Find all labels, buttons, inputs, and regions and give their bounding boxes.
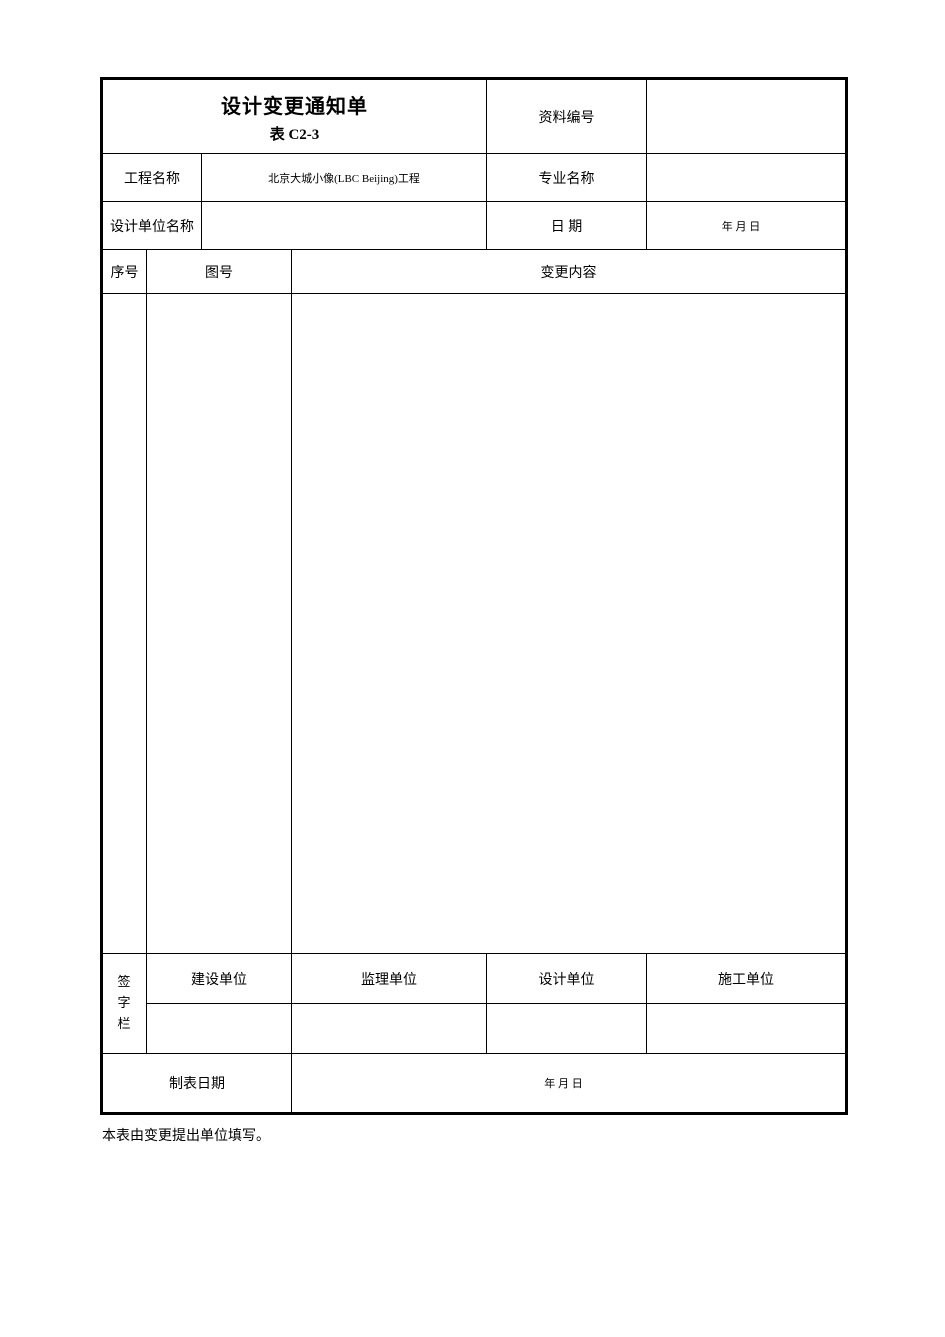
sig-contractor-value xyxy=(647,1004,847,1054)
form-title: 设计变更通知单 xyxy=(103,90,486,123)
sig-construction-value xyxy=(147,1004,292,1054)
sig-design-label: 设计单位 xyxy=(487,954,647,1004)
form-note: 本表由变更提出单位填写。 xyxy=(100,1115,845,1145)
project-name-label: 工程名称 xyxy=(102,154,202,202)
doc-number-label: 资料编号 xyxy=(487,79,647,154)
sig-contractor-label: 施工单位 xyxy=(647,954,847,1004)
design-unit-value xyxy=(202,202,487,250)
sig-supervision-value xyxy=(292,1004,487,1054)
date-label: 日 期 xyxy=(487,202,647,250)
prepare-date-units: 年 月 日 xyxy=(292,1054,847,1114)
col-content-header: 变更内容 xyxy=(292,250,847,294)
design-change-form: 设计变更通知单 表 C2-3 资料编号 工程名称 北京大城小像(LBC Beij… xyxy=(100,77,848,1115)
sig-construction-label: 建设单位 xyxy=(147,954,292,1004)
drawing-cell xyxy=(147,294,292,954)
form-subtitle: 表 C2-3 xyxy=(103,123,486,144)
sig-design-value xyxy=(487,1004,647,1054)
sig-supervision-label: 监理单位 xyxy=(292,954,487,1004)
date-units: 年 月 日 xyxy=(647,202,847,250)
content-cell xyxy=(292,294,847,954)
form-title-cell: 设计变更通知单 表 C2-3 xyxy=(102,79,487,154)
specialty-label: 专业名称 xyxy=(487,154,647,202)
col-seq-header: 序号 xyxy=(102,250,147,294)
seq-cell xyxy=(102,294,147,954)
doc-number-value xyxy=(647,79,847,154)
prepare-date-label: 制表日期 xyxy=(102,1054,292,1114)
signature-section-label: 签 字 栏 xyxy=(102,954,147,1054)
col-drawing-header: 图号 xyxy=(147,250,292,294)
project-name-value: 北京大城小像(LBC Beijing)工程 xyxy=(202,154,487,202)
design-unit-label: 设计单位名称 xyxy=(102,202,202,250)
specialty-value xyxy=(647,154,847,202)
